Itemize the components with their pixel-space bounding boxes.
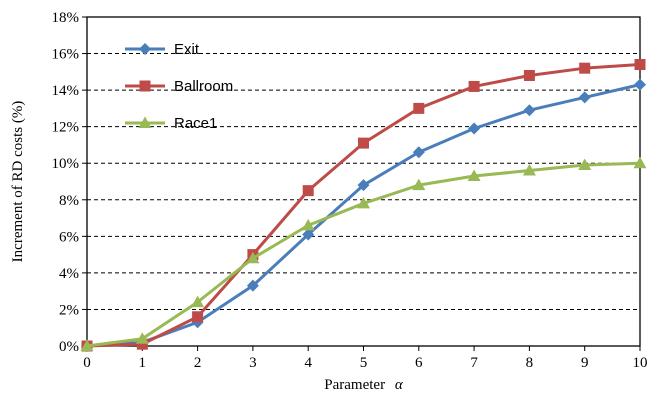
series-ballroom-point bbox=[634, 59, 646, 71]
y-tick-label: 10% bbox=[52, 156, 80, 172]
series-ballroom bbox=[81, 59, 646, 352]
series-layer bbox=[80, 59, 647, 352]
series-race1-point bbox=[135, 332, 149, 344]
series-ballroom-point bbox=[136, 338, 148, 350]
series-exit-line bbox=[86, 83, 641, 348]
series-exit-point bbox=[634, 78, 646, 91]
x-tick-label: 5 bbox=[360, 355, 368, 371]
series-ballroom-point bbox=[468, 80, 480, 92]
x-tick-label: 2 bbox=[194, 355, 202, 371]
series-ballroom-point bbox=[413, 102, 425, 114]
x-tick-label: 6 bbox=[415, 355, 423, 371]
series-race1-point bbox=[578, 158, 592, 171]
legend-exit-point bbox=[139, 43, 151, 55]
series-ballroom-point bbox=[579, 62, 591, 74]
x-tick-label: 8 bbox=[526, 355, 534, 371]
x-tick-label: 4 bbox=[304, 355, 312, 371]
series-exit-point bbox=[468, 122, 481, 135]
x-tick-label: 7 bbox=[470, 355, 478, 371]
series-race1-point bbox=[412, 178, 426, 191]
y-tick-label: 12% bbox=[52, 120, 80, 136]
y-tick-label: 18% bbox=[52, 10, 80, 26]
series-race1-point bbox=[80, 339, 94, 351]
y-tick-label: 0% bbox=[59, 339, 79, 355]
series-exit-point bbox=[412, 146, 425, 159]
x-tick-label: 1 bbox=[139, 355, 147, 371]
y-tick-label: 6% bbox=[59, 229, 79, 245]
series-exit-point bbox=[523, 104, 536, 117]
x-tick-label: 3 bbox=[249, 355, 257, 371]
legend-race1: Race1 bbox=[125, 115, 217, 132]
series-race1-point bbox=[633, 156, 647, 169]
legend-exit-label: Exit bbox=[174, 41, 200, 58]
y-tick-label: 16% bbox=[52, 47, 80, 63]
x-axis-title: Parameter α bbox=[324, 377, 404, 393]
x-tick-label: 0 bbox=[83, 355, 91, 371]
legend-race1-label: Race1 bbox=[174, 115, 217, 132]
series-exit-point bbox=[302, 228, 315, 241]
y-tick-label: 14% bbox=[52, 83, 80, 99]
series-race1-point bbox=[467, 169, 481, 182]
legend-ballroom-label: Ballroom bbox=[174, 78, 233, 95]
y-tick-label: 8% bbox=[59, 193, 79, 209]
series-race1-point bbox=[357, 196, 370, 209]
y-tick-label: 4% bbox=[59, 266, 79, 282]
series-exit-point bbox=[246, 279, 259, 292]
series-ballroom-point bbox=[358, 137, 369, 149]
series-ballroom-point bbox=[192, 311, 204, 323]
axis-ticks: 0% 2% 4% 6% 8% 10% 12% 14% 16% 18% 0 1 2 3 4 5 6 7 8 9 10 bbox=[52, 10, 648, 371]
series-ballroom-point bbox=[523, 69, 535, 81]
legend-ballroom: Ballroom bbox=[125, 78, 233, 95]
series-race1-point bbox=[191, 295, 205, 308]
series-race1 bbox=[80, 156, 647, 351]
legend: Exit Ballroom Race1 bbox=[125, 41, 233, 132]
legend-race1-point bbox=[138, 116, 152, 128]
series-exit-point bbox=[357, 179, 370, 192]
x-axis-title-symbol: α bbox=[395, 377, 404, 393]
x-axis-title-text: Parameter bbox=[324, 377, 385, 393]
series-race1-point bbox=[522, 164, 536, 176]
series-exit-point bbox=[578, 91, 591, 104]
x-tick-label: 10 bbox=[633, 355, 648, 371]
series-race1-point bbox=[246, 251, 260, 264]
series-race1-point bbox=[301, 218, 315, 231]
x-tick-label: 9 bbox=[581, 355, 589, 371]
y-tick-label: 2% bbox=[59, 302, 79, 318]
legend-ballroom-point bbox=[139, 80, 151, 92]
legend-exit: Exit bbox=[125, 41, 200, 58]
series-ballroom-point bbox=[302, 185, 314, 197]
y-axis-title: Increment of RD costs (%) bbox=[10, 101, 26, 263]
series-exit bbox=[81, 78, 646, 352]
